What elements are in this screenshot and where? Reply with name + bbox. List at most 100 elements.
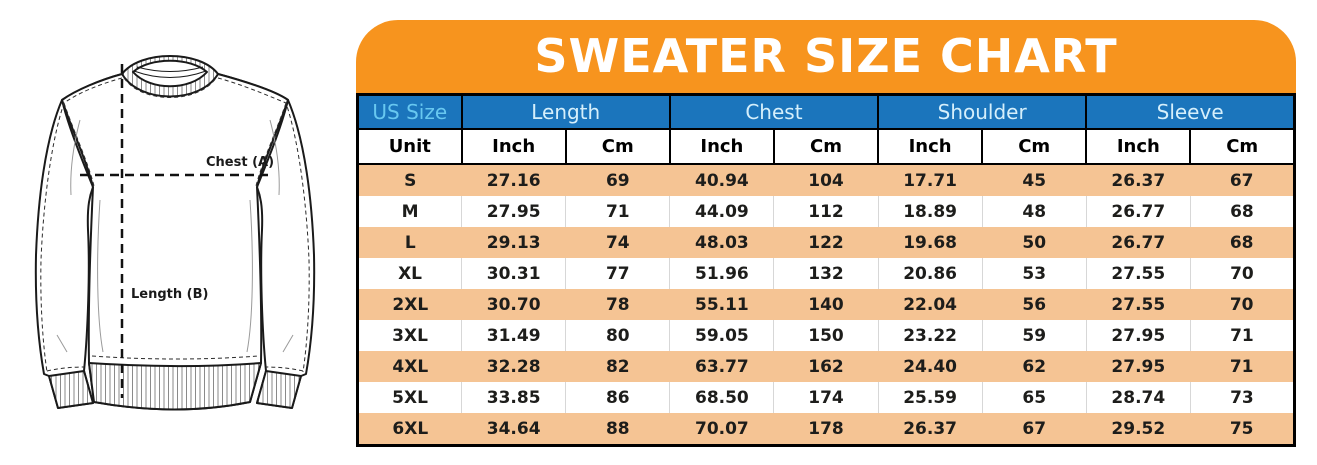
column-group-us-size: US Size xyxy=(356,93,463,130)
measure-value: 112 xyxy=(773,196,879,227)
size-row-5xl: 5XL 33.85 86 68.50 174 25.59 65 28.74 73 xyxy=(356,382,1296,413)
measure-value: 80 xyxy=(565,320,671,351)
measure-value: 29.52 xyxy=(1086,413,1191,446)
size-row-3xl: 3XL 31.49 80 59.05 150 23.22 59 27.95 71 xyxy=(356,320,1296,351)
measure-value: 88 xyxy=(565,413,670,446)
unit-cell-6: Cm xyxy=(981,128,1088,165)
unit-cell-3: Inch xyxy=(668,128,775,165)
size-label: 2XL xyxy=(357,289,462,320)
collar xyxy=(121,55,219,98)
column-group-chest: Chest xyxy=(668,93,880,130)
unit-cell-5: Inch xyxy=(877,128,984,165)
column-group-sleeve: Sleeve xyxy=(1085,93,1296,130)
measure-value: 30.70 xyxy=(461,289,566,320)
measure-value: 65 xyxy=(981,382,1087,413)
measure-value: 27.95 xyxy=(1085,320,1191,351)
size-row-2xl: 2XL 30.70 78 55.11 140 22.04 56 27.55 70 xyxy=(357,289,1295,320)
measure-value: 50 xyxy=(982,227,1087,258)
hem-band xyxy=(88,362,262,411)
measure-value: 70 xyxy=(1190,289,1295,320)
measure-value: 67 xyxy=(982,413,1087,446)
measure-value: 27.55 xyxy=(1086,289,1191,320)
right-cuff xyxy=(256,370,302,409)
measure-value: 71 xyxy=(1189,320,1296,351)
measure-value: 23.22 xyxy=(877,320,983,351)
measure-value: 34.64 xyxy=(461,413,566,446)
measure-value: 25.59 xyxy=(877,382,983,413)
measure-value: 86 xyxy=(565,382,671,413)
measure-value: 22.04 xyxy=(878,289,983,320)
size-label: 3XL xyxy=(356,320,463,351)
page-title: SWEATER SIZE CHART xyxy=(534,29,1118,83)
measure-value: 33.85 xyxy=(461,382,567,413)
size-row-4xl: 4XL 32.28 82 63.77 162 24.40 62 27.95 71 xyxy=(357,351,1295,382)
measure-value: 48.03 xyxy=(669,227,774,258)
measure-value: 26.37 xyxy=(878,413,983,446)
measure-value: 73 xyxy=(1189,382,1296,413)
column-group-length: Length xyxy=(460,93,671,130)
collar-seams xyxy=(133,66,207,78)
measure-value: 122 xyxy=(773,227,879,258)
measure-value: 132 xyxy=(773,258,879,289)
measure-value: 40.94 xyxy=(669,164,774,196)
size-row-s: S 27.16 69 40.94 104 17.71 45 26.37 67 xyxy=(357,164,1295,196)
measure-value: 150 xyxy=(773,320,879,351)
measure-value: 24.40 xyxy=(878,351,983,382)
size-label: 4XL xyxy=(357,351,462,382)
seam-stitch-lines xyxy=(40,77,310,373)
measure-value: 162 xyxy=(773,351,879,382)
measure-value: 59 xyxy=(981,320,1087,351)
measure-value: 30.31 xyxy=(461,258,567,289)
measure-value: 82 xyxy=(565,351,670,382)
measure-value: 62 xyxy=(982,351,1087,382)
chest-measure-label: Chest (A) xyxy=(206,155,274,170)
unit-row: Unit Inch Cm Inch Cm Inch Cm Inch Cm xyxy=(356,128,1296,165)
measure-value: 67 xyxy=(1190,164,1295,196)
measure-value: 178 xyxy=(773,413,879,446)
measure-value: 69 xyxy=(565,164,670,196)
crease-lines xyxy=(56,119,294,353)
measure-value: 56 xyxy=(982,289,1087,320)
measure-value: 70 xyxy=(1189,258,1296,289)
size-row-6xl: 6XL 34.64 88 70.07 178 26.37 67 29.52 75 xyxy=(357,413,1295,446)
measure-value: 45 xyxy=(982,164,1087,196)
size-label: 5XL xyxy=(356,382,463,413)
measure-value: 18.89 xyxy=(877,196,983,227)
measure-value: 70.07 xyxy=(669,413,774,446)
unit-cell-7: Inch xyxy=(1085,128,1192,165)
measure-value: 71 xyxy=(565,196,671,227)
measure-value: 26.37 xyxy=(1086,164,1191,196)
left-cuff xyxy=(48,370,94,409)
title-banner: SWEATER SIZE CHART xyxy=(356,20,1296,93)
size-label: 6XL xyxy=(357,413,462,446)
measure-value: 17.71 xyxy=(878,164,983,196)
measure-value: 78 xyxy=(565,289,670,320)
measure-value: 28.74 xyxy=(1085,382,1191,413)
measure-value: 27.95 xyxy=(461,196,567,227)
measure-value: 104 xyxy=(773,164,879,196)
body-panel xyxy=(61,73,289,411)
measure-value: 75 xyxy=(1190,413,1295,446)
measure-value: 63.77 xyxy=(669,351,774,382)
measure-value: 27.95 xyxy=(1086,351,1191,382)
measure-value: 44.09 xyxy=(669,196,775,227)
measure-value: 53 xyxy=(981,258,1087,289)
measure-value: 68 xyxy=(1190,227,1295,258)
size-row-l: L 29.13 74 48.03 122 19.68 50 26.77 68 xyxy=(357,227,1295,258)
size-label: S xyxy=(357,164,462,196)
measure-value: 68 xyxy=(1189,196,1296,227)
size-row-xl: XL 30.31 77 51.96 132 20.86 53 27.55 70 xyxy=(356,258,1296,289)
size-table: US Size Length Chest Shoulder Sleeve Unit Inc… xyxy=(356,93,1296,447)
measure-value: 68.50 xyxy=(669,382,775,413)
size-row-m: M 27.95 71 44.09 112 18.89 48 26.77 68 xyxy=(356,196,1296,227)
sweater-illustration: Chest (A) Length (B) xyxy=(34,55,316,411)
column-group-shoulder: Shoulder xyxy=(877,93,1088,130)
measure-value: 26.77 xyxy=(1085,196,1191,227)
measure-value: 29.13 xyxy=(461,227,566,258)
length-measure-label: Length (B) xyxy=(131,287,208,302)
unit-header-cell: Unit xyxy=(356,128,463,165)
measure-value: 71 xyxy=(1190,351,1295,382)
unit-cell-2: Cm xyxy=(564,128,671,165)
unit-cell-1: Inch xyxy=(460,128,567,165)
